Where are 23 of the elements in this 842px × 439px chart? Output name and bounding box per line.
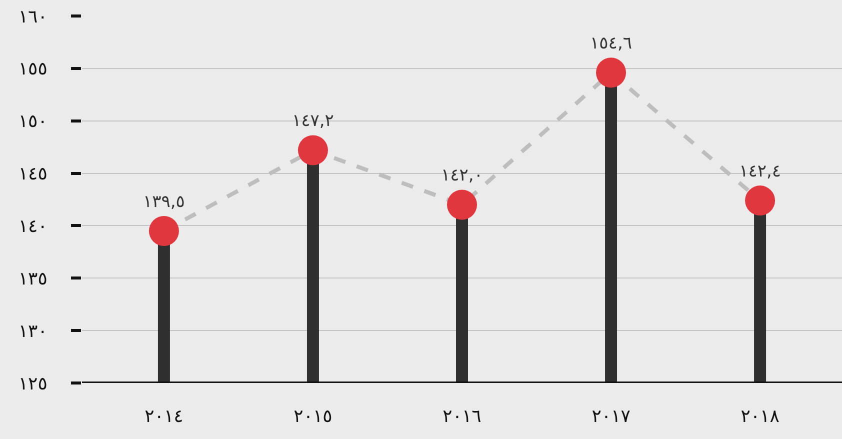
point [745,186,776,216]
data-label: ١٤٧,٢ [292,111,334,132]
point [148,216,179,246]
y-tick-label: ١٥٠ [18,111,48,132]
x-tick-label: ٢٠١٧ [592,406,631,427]
point [298,135,328,166]
x-tick-label: ٢٠١٥ [294,406,332,427]
y-tick-label: ١٢٥ [18,373,48,394]
y-tick-label: ١٣٥ [18,268,48,290]
data-label: ١٣٩,٥ [142,192,185,212]
y-tick-label: ١٤٥ [18,164,48,185]
y-tick-label: ١٣٠ [18,320,48,342]
y-tick-label: ١٥٥ [18,58,48,80]
data-label: ١٥٤,٦ [590,34,632,54]
y-tick-label: ١٦٠ [18,6,48,28]
x-tick-label: ٢٠١٦ [442,406,482,427]
x-tick-label: ٢٠١٤ [144,406,184,427]
y-tick-label: ١٤٠ [18,216,48,238]
x-tick-label: ٢٠١٨ [740,406,780,427]
point [596,58,626,88]
data-label: ١٤٢,٠ [441,166,483,186]
data-label: ١٤٢,٤ [739,162,782,182]
point [447,190,477,220]
